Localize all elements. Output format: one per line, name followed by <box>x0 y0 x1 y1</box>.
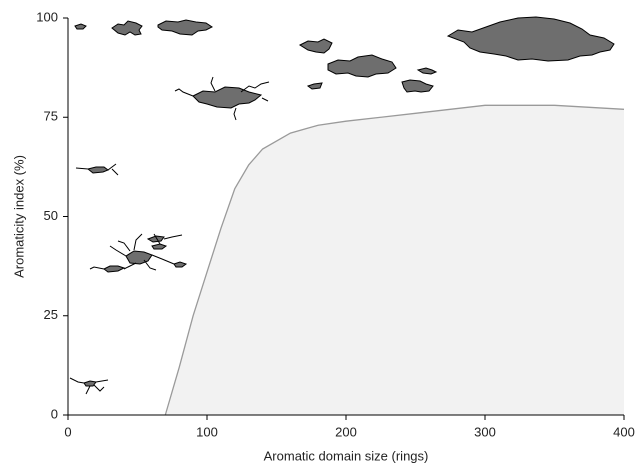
y-tick-label: 75 <box>44 109 58 124</box>
y-tick-label: 0 <box>51 406 58 421</box>
y-axis-label: Aromaticity index (%) <box>11 155 26 278</box>
x-tick-label: 400 <box>613 424 635 439</box>
y-tick-label: 50 <box>44 208 58 223</box>
plot <box>165 105 624 415</box>
x-tick-label: 200 <box>335 424 357 439</box>
x-axis-label: Aromatic domain size (rings) <box>264 448 429 463</box>
area-fill <box>165 105 624 415</box>
y-tick-label: 25 <box>44 307 58 322</box>
chart: 0 25 50 75 100 0 100 200 300 400 Aromatic domain s… <box>0 0 635 464</box>
x-tick-label: 100 <box>196 424 218 439</box>
x-tick-label: 300 <box>474 424 496 439</box>
x-tick-label: 0 <box>64 424 71 439</box>
y-tick-label: 100 <box>36 9 58 24</box>
